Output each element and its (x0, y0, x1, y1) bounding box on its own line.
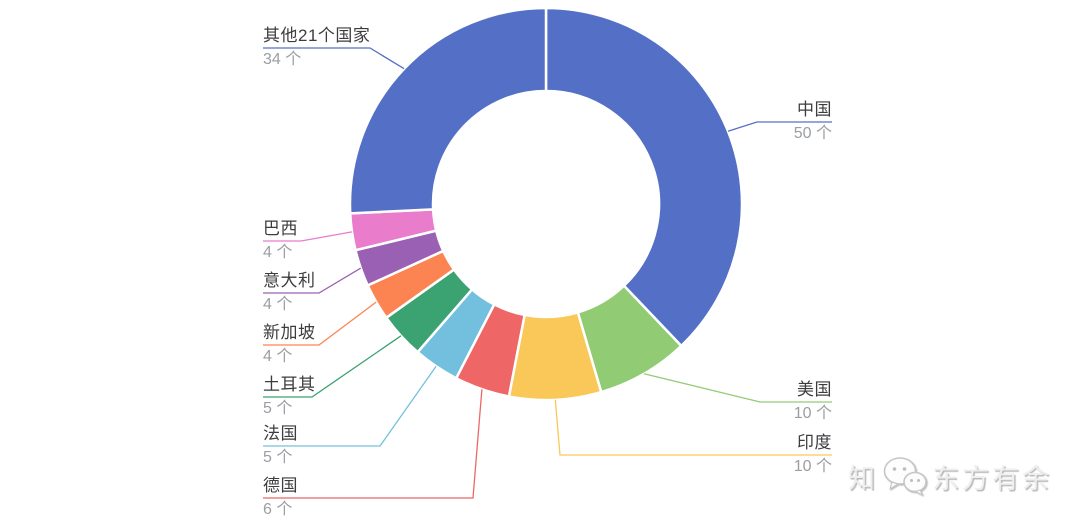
slice-value: 34 个 (263, 51, 302, 68)
label-leader-line (554, 399, 832, 456)
slice-name: 新加坡 (263, 323, 316, 342)
slice-value: 4 个 (263, 244, 293, 261)
pie-slice-1[interactable] (544, 6, 744, 348)
label-leader-line (643, 373, 832, 403)
slice-value: 6 个 (263, 501, 293, 518)
label-leader-line (727, 121, 832, 132)
label-leader-line (263, 231, 353, 242)
slice-label: 德国 6 个 (263, 475, 298, 519)
slice-name: 美国 (797, 380, 832, 399)
slice-name: 德国 (263, 476, 298, 495)
label-leader-line (263, 301, 377, 346)
label-leader-line (263, 267, 362, 294)
slice-name: 意大利 (263, 271, 316, 290)
label-leader-line (263, 389, 483, 499)
slice-label: 其他21个国家 34 个 (263, 25, 370, 69)
slice-label: 中国 50 个 (612, 99, 832, 143)
slice-value: 5 个 (263, 400, 293, 417)
label-leader-line (263, 47, 405, 70)
slice-value: 10 个 (793, 405, 832, 422)
slice-name: 中国 (797, 100, 832, 119)
label-leader-line (263, 335, 402, 398)
slice-value: 50 个 (793, 125, 832, 142)
label-leader-line (263, 365, 437, 447)
slice-name: 法国 (263, 424, 298, 443)
slice-name: 印度 (797, 433, 832, 452)
slice-value: 10 个 (793, 458, 832, 475)
slice-label: 美国 10 个 (612, 379, 832, 423)
slice-name: 其他21个国家 (263, 26, 371, 45)
slice-value: 5 个 (263, 449, 293, 466)
slice-label: 法国 5 个 (263, 423, 298, 467)
slice-label: 巴西 4 个 (263, 218, 298, 262)
slice-name: 巴西 (263, 219, 298, 238)
slice-label: 土耳其 5 个 (263, 374, 316, 418)
slice-value: 4 个 (263, 348, 293, 365)
slice-label: 印度 10 个 (612, 432, 832, 476)
pie-slice-10[interactable] (348, 6, 548, 215)
slice-label: 新加坡 4 个 (263, 322, 316, 366)
slice-label: 意大利 4 个 (263, 270, 316, 314)
slice-value: 4 个 (263, 296, 293, 313)
slice-name: 土耳其 (263, 375, 316, 394)
